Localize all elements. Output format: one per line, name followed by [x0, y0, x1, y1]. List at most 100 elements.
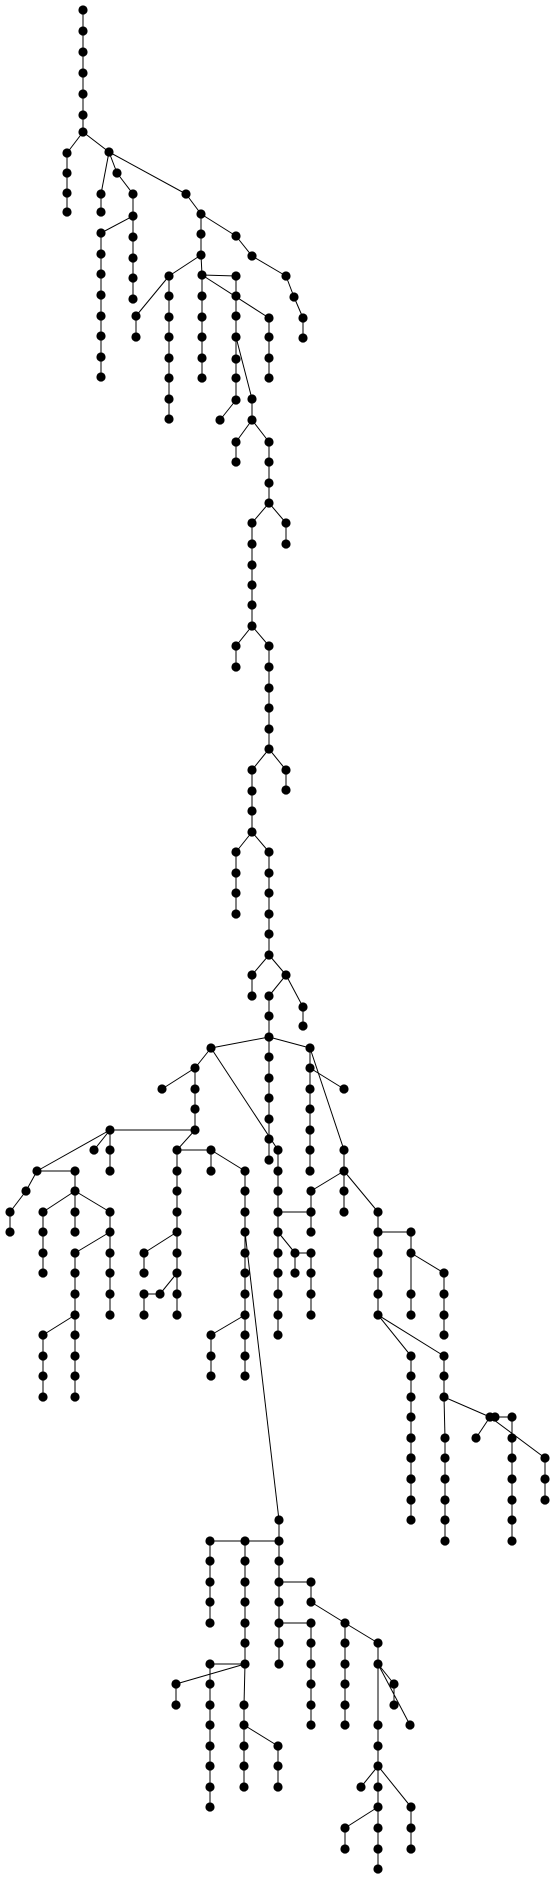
tree-node: [206, 1371, 215, 1380]
tree-node: [340, 1720, 349, 1729]
tree-node: [306, 1289, 315, 1298]
tree-node: [205, 1618, 214, 1627]
tree-node: [231, 641, 240, 650]
tree-node: [239, 1761, 248, 1770]
tree-node: [281, 785, 290, 794]
tree-edge: [202, 275, 236, 276]
tree-node: [96, 290, 105, 299]
tree-edge: [411, 1253, 444, 1273]
tree-node: [306, 1720, 315, 1729]
tree-edge: [75, 1232, 110, 1253]
tree-node: [231, 909, 240, 918]
tree-node: [38, 1268, 47, 1277]
tree-node: [181, 189, 190, 198]
tree-node: [264, 1114, 273, 1123]
tree-node: [5, 1207, 14, 1216]
tree-node: [305, 1084, 314, 1093]
tree-node: [264, 703, 273, 712]
tree-edge: [43, 1191, 75, 1212]
tree-node: [240, 1248, 249, 1257]
tree-node: [240, 1207, 249, 1216]
tree-node: [231, 354, 240, 363]
tree-node: [264, 744, 273, 753]
tree-edge: [136, 276, 169, 316]
tree-node: [70, 1310, 79, 1319]
tree-edge: [101, 216, 133, 233]
tree-node: [70, 1268, 79, 1277]
tree-node: [264, 1011, 273, 1020]
tree-edge: [345, 1623, 378, 1643]
tree-node: [339, 1207, 348, 1216]
tree-node: [339, 1186, 348, 1195]
tree-node: [306, 1700, 315, 1709]
tree-node: [406, 1227, 415, 1236]
tree-node: [206, 1043, 215, 1052]
tree-node: [155, 1289, 164, 1298]
tree-node: [70, 1186, 79, 1195]
tree-node: [172, 1289, 181, 1298]
tree-node: [206, 1330, 215, 1339]
tree-node: [373, 1248, 382, 1257]
tree-edges: [10, 10, 545, 1869]
tree-edge: [490, 1417, 545, 1458]
tree-edge: [144, 1232, 177, 1253]
tree-node: [298, 1021, 307, 1030]
tree-node: [264, 662, 273, 671]
tree-node: [128, 273, 137, 282]
tree-node: [440, 1515, 449, 1524]
tree-node: [273, 1741, 282, 1750]
tree-node: [273, 1186, 282, 1195]
tree-node: [105, 1145, 114, 1154]
tree-node: [164, 373, 173, 382]
tree-node: [240, 1618, 249, 1627]
tree-node: [157, 1084, 166, 1093]
tree-node: [172, 1248, 181, 1257]
tree-node: [264, 498, 273, 507]
tree-node: [298, 313, 307, 322]
tree-node: [231, 457, 240, 466]
tree-node: [240, 1289, 249, 1298]
tree-node: [264, 847, 273, 856]
tree-node: [70, 1351, 79, 1360]
tree-node: [240, 1577, 249, 1586]
tree-node: [112, 168, 121, 177]
tree-node: [240, 1268, 249, 1277]
tree-edge: [101, 152, 109, 194]
tree-node: [439, 1310, 448, 1319]
tree-node: [389, 1700, 398, 1709]
tree-node: [406, 1802, 415, 1811]
tree-node: [164, 312, 173, 321]
tree-node: [439, 1351, 448, 1360]
tree-node: [105, 1166, 114, 1175]
tree-node: [197, 270, 206, 279]
tree-node: [105, 1289, 114, 1298]
tree-node: [239, 1720, 248, 1729]
tree-node: [274, 1515, 283, 1524]
tree-node: [264, 1134, 273, 1143]
tree-node: [281, 271, 290, 280]
tree-node: [339, 1145, 348, 1154]
tree-edge: [252, 256, 286, 276]
tree-node: [305, 1063, 314, 1072]
tree-node: [290, 1268, 299, 1277]
tree-node: [373, 1227, 382, 1236]
tree-node: [197, 332, 206, 341]
tree-node: [264, 724, 273, 733]
tree-node: [96, 269, 105, 278]
tree-node: [273, 1248, 282, 1257]
tree-node: [96, 228, 105, 237]
tree-node: [340, 1700, 349, 1709]
tree-node: [264, 373, 273, 382]
tree-node: [440, 1536, 449, 1545]
tree-node: [507, 1536, 516, 1545]
tree-node: [78, 110, 87, 119]
tree-node: [128, 253, 137, 262]
tree-node: [164, 414, 173, 423]
tree-node: [172, 1310, 181, 1319]
tree-node: [273, 1227, 282, 1236]
tree-node: [406, 1248, 415, 1257]
tree-node: [440, 1433, 449, 1442]
tree-node: [231, 373, 240, 382]
tree-edge: [245, 1232, 279, 1520]
tree-node: [164, 291, 173, 300]
